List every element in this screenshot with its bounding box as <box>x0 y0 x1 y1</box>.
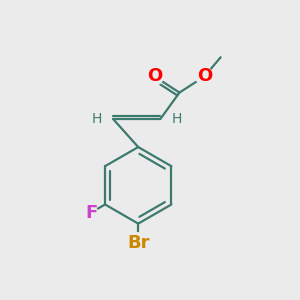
Circle shape <box>128 233 148 253</box>
Circle shape <box>196 68 213 85</box>
Text: O: O <box>197 68 212 85</box>
Text: H: H <box>171 112 182 126</box>
Text: H: H <box>92 112 102 126</box>
Text: O: O <box>147 68 162 85</box>
Text: F: F <box>85 204 97 222</box>
Circle shape <box>85 206 98 219</box>
Text: Br: Br <box>127 234 149 252</box>
Circle shape <box>146 68 163 85</box>
